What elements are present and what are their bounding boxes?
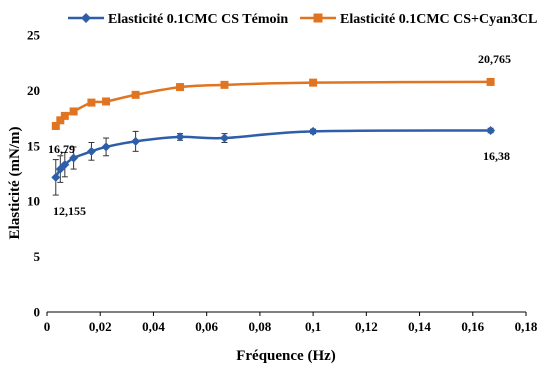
x-tick-label: 0,14 [408,319,431,334]
data-point [60,111,69,120]
data-point [87,98,96,107]
x-tick-label: 0,08 [249,319,272,334]
data-point [102,97,111,106]
data-point [220,80,229,89]
legend-label-temoin: Elasticité 0.1CMC CS Témoin [108,12,288,27]
axes: 0 0,02 0,04 0,06 0,08 0,1 0,12 0,14 0,16 0,18 0 5 1… [27,28,538,335]
annotation-temoin-last: 16,38 [483,149,510,163]
data-point [51,172,61,182]
x-axis-title: Fréquence (Hz) [236,348,336,364]
y-tick-label: 20 [27,83,40,98]
data-point [131,136,141,146]
data-point [60,160,70,170]
data-point [486,126,496,136]
x-tick-label: 0,18 [515,319,538,334]
x-tick-label: 0 [44,319,51,334]
x-tick-label: 0,04 [142,319,165,334]
annotation-temoin-first: 12,155 [53,204,86,218]
y-tick-label: 5 [34,249,41,264]
x-tick-labels: 0 0,02 0,04 0,06 0,08 0,1 0,12 0,14 0,16 0,18 [44,312,538,334]
x-tick-label: 0,02 [89,319,112,334]
x-tick-label: 0,06 [195,319,218,334]
data-point [219,133,229,143]
data-point [86,146,96,156]
series-line [54,80,491,127]
y-tick-label: 15 [27,138,41,153]
data-point [176,83,185,92]
legend-marker-cyan [313,13,323,23]
series-layer [51,77,496,196]
annotation-cyan-first: 16,79 [48,142,75,156]
y-tick-labels: 0 5 10 15 20 25 [27,28,41,320]
series-1 [51,77,495,130]
y-tick-label: 10 [27,194,40,209]
data-point [131,90,140,99]
y-tick-label: 25 [27,28,41,43]
annotation-cyan-last: 20,765 [478,52,511,66]
legend: Elasticité 0.1CMC CS Témoin Elasticité 0… [68,12,537,27]
x-tick-label: 0,12 [355,319,378,334]
series-0 [51,126,496,196]
x-tick-label: 0,16 [461,319,484,334]
data-point [308,126,318,136]
data-point [69,153,79,163]
x-tick-label: 0,1 [305,319,321,334]
data-point [175,132,185,142]
data-point [56,116,65,125]
series-line [54,129,491,178]
data-point [101,142,111,152]
legend-label-cyan: Elasticité 0.1CMC CS+Cyan3CL [340,12,537,27]
data-point [69,107,78,116]
data-point [486,77,495,86]
y-axis-title: Elasticité (mN/m) [7,127,23,240]
data-point [51,121,60,130]
y-tick-label: 0 [34,305,41,320]
legend-marker-temoin [81,13,91,23]
data-point [309,78,318,87]
data-annotations: 16,79 12,155 20,765 16,38 [48,52,511,218]
